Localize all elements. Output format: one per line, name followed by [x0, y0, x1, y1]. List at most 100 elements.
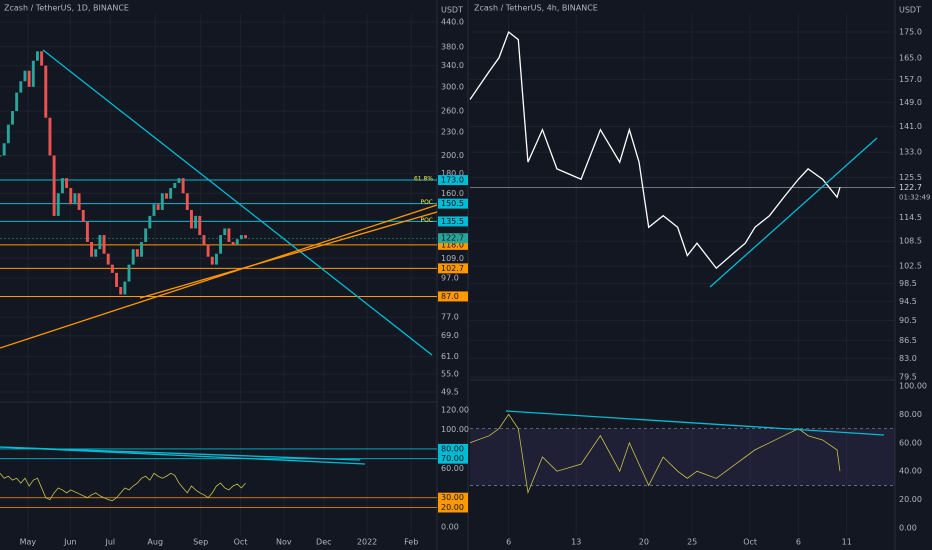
y-tick-label: 260.0 — [441, 107, 464, 116]
rsi-tick-label: 40.00 — [899, 467, 922, 476]
candle — [198, 215, 202, 236]
candle — [15, 92, 19, 112]
candle — [115, 272, 118, 287]
candle — [189, 209, 193, 229]
y-tick-label: 165.0 — [899, 53, 922, 62]
trend-line — [0, 446, 361, 461]
rsi-tick-label: 60.00 — [899, 438, 922, 447]
chart-title: Zcash / TetherUS, 1D, BINANCE — [4, 4, 129, 13]
candle — [48, 117, 52, 156]
level-name: POC — [420, 217, 433, 224]
y-tick-label: 141.0 — [899, 122, 922, 131]
candle — [52, 155, 56, 216]
x-tick-label: 13 — [571, 538, 581, 547]
x-tick-label: Feb — [404, 538, 418, 547]
x-tick-label: Jun — [63, 538, 77, 547]
rsi-tick-label: 60.00 — [441, 464, 464, 473]
y-tick-label: 61.0 — [441, 352, 459, 361]
y-tick-label: 149.0 — [899, 98, 922, 107]
candle — [90, 241, 94, 257]
level-value: 135.5 — [441, 217, 464, 226]
candle — [81, 209, 85, 223]
candle — [119, 286, 123, 295]
x-tick-label: Jul — [104, 538, 115, 547]
candle — [65, 178, 69, 189]
y-tick-label: 300.0 — [441, 82, 464, 91]
candle — [206, 244, 210, 257]
x-tick-label: Oct — [743, 538, 757, 547]
y-tick-label: 440.0 — [441, 17, 464, 26]
rsi-tick-label: 20.00 — [899, 495, 922, 504]
rsi-band — [470, 428, 895, 486]
x-tick-label: Oct — [234, 538, 248, 547]
candle — [85, 222, 89, 242]
candle — [223, 228, 227, 236]
rsi-tick-label: 0.00 — [899, 524, 917, 533]
chart-title: Zcash / TetherUS, 4h, BINANCE — [474, 4, 598, 13]
current-price-value: 122.7 — [441, 234, 464, 243]
candle — [110, 264, 114, 273]
level-value: 173.0 — [441, 176, 464, 185]
y-tick-label: 55.0 — [441, 370, 459, 379]
y-tick-label: 114.5 — [899, 213, 922, 222]
candle — [177, 178, 181, 184]
x-tick-label: 2022 — [357, 538, 377, 547]
rsi-level-tag — [438, 453, 468, 464]
y-tick-label: 69.0 — [441, 331, 459, 340]
candle — [135, 249, 139, 257]
candle — [173, 183, 177, 189]
candle — [2, 143, 6, 156]
candle — [127, 264, 131, 282]
candle — [56, 193, 60, 216]
candle — [214, 253, 218, 265]
level-tag — [438, 216, 468, 227]
x-tick-label: 6 — [796, 538, 801, 547]
candle — [73, 193, 77, 205]
candle — [169, 188, 173, 199]
y-tick-label: 77.0 — [441, 313, 459, 322]
candle — [69, 188, 73, 205]
level-tag — [438, 291, 468, 302]
x-tick-label: 6 — [506, 538, 511, 547]
y-tick-label: 49.5 — [441, 387, 459, 396]
y-tick-label: 94.5 — [899, 297, 917, 306]
candle — [165, 193, 168, 199]
trend-line — [709, 137, 878, 288]
level-tag — [438, 198, 468, 209]
rsi-tick-label: 100.00 — [441, 425, 469, 434]
y-tick-label: 340.0 — [441, 61, 464, 70]
candle — [23, 70, 27, 82]
rsi-tick-label: 120.00 — [441, 405, 469, 414]
y-tick-label: 180.0 — [441, 169, 464, 178]
candle — [239, 235, 243, 240]
candle — [31, 60, 35, 87]
candle — [44, 65, 48, 118]
y-tick-label: 98.5 — [899, 279, 917, 288]
unit-label: USDT — [899, 6, 921, 15]
candle — [210, 256, 214, 265]
y-tick-label: 230.0 — [441, 127, 464, 136]
rsi-level-value: 20.00 — [441, 503, 464, 512]
candle — [156, 204, 160, 210]
level-value: 102.7 — [441, 264, 464, 273]
candle — [194, 215, 198, 229]
current-price-value: 122.7 — [899, 183, 922, 192]
y-tick-label: 160.0 — [441, 189, 464, 198]
current-price-tag — [896, 182, 926, 203]
x-tick-label: Aug — [147, 538, 163, 547]
y-tick-label: 108.5 — [899, 237, 922, 246]
y-tick-label: 109.0 — [441, 254, 464, 263]
level-tag — [438, 175, 468, 186]
level-value: 118.0 — [441, 240, 464, 249]
rsi-tick-label: 80.00 — [899, 410, 922, 419]
level-value: 87.0 — [441, 292, 459, 301]
level-value: 150.5 — [441, 199, 464, 208]
trend-line — [505, 410, 885, 436]
rsi-line — [0, 472, 246, 502]
candle — [106, 253, 110, 265]
unit-label: USDT — [441, 6, 463, 15]
level-name: POC — [420, 199, 433, 206]
candle — [77, 193, 81, 210]
candle — [40, 51, 44, 66]
